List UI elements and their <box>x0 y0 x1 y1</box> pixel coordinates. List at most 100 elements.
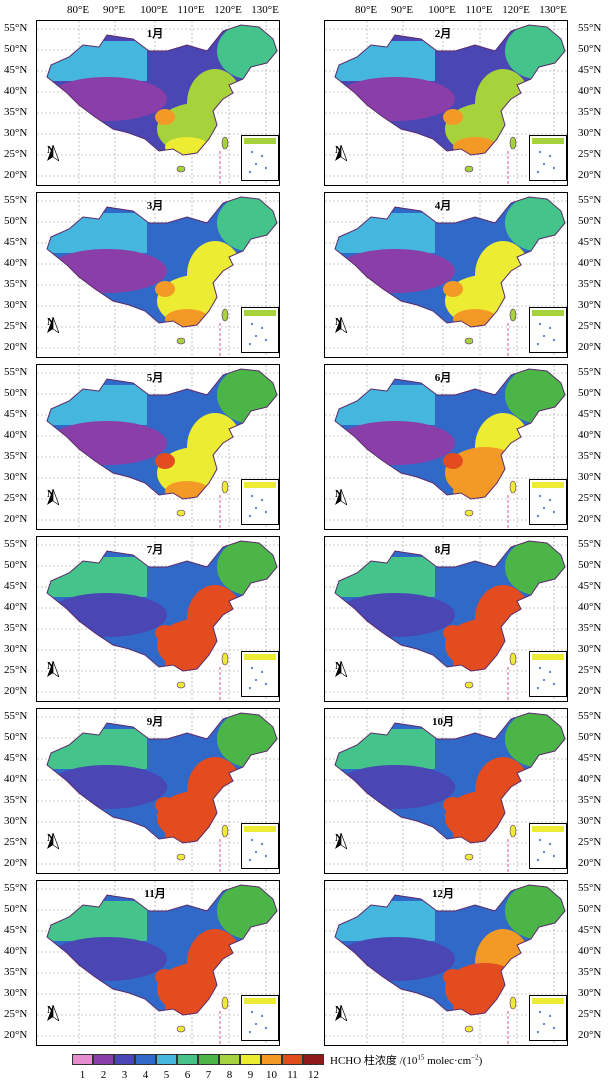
china-map <box>325 193 567 357</box>
longitude-label: 90°E <box>390 4 414 16</box>
south-china-sea-inset <box>241 651 279 697</box>
latitude-label: 20°N <box>578 1029 602 1041</box>
legend-tick-label: 2 <box>100 1069 107 1081</box>
legend-tick-label: 1 <box>79 1069 86 1081</box>
china-map <box>325 537 567 701</box>
month-label: 9月 <box>146 716 164 728</box>
china-map <box>37 537 279 701</box>
china-map <box>37 365 279 529</box>
south-china-sea-inset <box>529 135 567 181</box>
month-label: 8月 <box>434 544 452 556</box>
legend-swatch <box>114 1054 135 1065</box>
china-map <box>37 21 279 185</box>
north-arrow-icon: N <box>335 317 347 333</box>
north-arrow-icon: N <box>335 833 347 849</box>
latitude-label: 40°N <box>4 945 28 957</box>
latitude-label: 40°N <box>578 773 602 785</box>
south-china-sea-inset <box>529 479 567 525</box>
latitude-label: 50°N <box>578 731 602 743</box>
north-arrow-icon: N <box>335 1005 347 1021</box>
latitude-label: 25°N <box>578 664 602 676</box>
map-panel: 10月 N <box>324 708 568 874</box>
latitude-label: 55°N <box>4 710 28 722</box>
latitude-label: 35°N <box>4 278 28 290</box>
latitude-label: 30°N <box>578 299 602 311</box>
latitude-label: 20°N <box>578 341 602 353</box>
south-china-sea-inset <box>529 823 567 869</box>
map-panel: 5月 N <box>36 364 280 530</box>
latitude-label: 25°N <box>578 148 602 160</box>
month-label: 6月 <box>434 372 452 384</box>
china-map <box>37 193 279 357</box>
latitude-label: 20°N <box>4 685 28 697</box>
latitude-label: 45°N <box>578 64 602 76</box>
china-map <box>325 21 567 185</box>
china-map <box>325 881 567 1045</box>
legend-tick-label: 3 <box>121 1069 128 1081</box>
south-china-sea-inset <box>241 307 279 353</box>
longitude-label: 80°E <box>66 4 90 16</box>
latitude-label: 30°N <box>4 127 28 139</box>
latitude-label: 55°N <box>578 710 602 722</box>
legend-tick-label: 7 <box>205 1069 212 1081</box>
longitude-label: 130°E <box>539 4 567 16</box>
month-label: 11月 <box>144 888 166 900</box>
latitude-label: 55°N <box>4 22 28 34</box>
north-arrow-icon: N <box>47 1005 59 1021</box>
north-arrow-icon: N <box>335 661 347 677</box>
latitude-label: 55°N <box>578 538 602 550</box>
latitude-label: 30°N <box>578 127 602 139</box>
north-arrow-icon: N <box>335 145 347 161</box>
china-map <box>325 365 567 529</box>
latitude-label: 30°N <box>4 471 28 483</box>
latitude-label: 55°N <box>578 194 602 206</box>
latitude-label: 25°N <box>4 836 28 848</box>
longitude-label: 110°E <box>177 4 205 16</box>
latitude-label: 45°N <box>578 236 602 248</box>
north-arrow-icon: N <box>47 661 59 677</box>
month-label: 2月 <box>434 28 452 40</box>
latitude-label: 35°N <box>578 622 602 634</box>
latitude-label: 55°N <box>578 366 602 378</box>
legend-swatch <box>135 1054 156 1065</box>
latitude-label: 30°N <box>4 643 28 655</box>
latitude-label: 30°N <box>578 471 602 483</box>
map-panel: 2月 N <box>324 20 568 186</box>
legend-tick-label: 10 <box>266 1069 277 1081</box>
month-label: 12月 <box>432 888 454 900</box>
latitude-label: 25°N <box>4 664 28 676</box>
latitude-label: 40°N <box>4 257 28 269</box>
latitude-label: 40°N <box>578 429 602 441</box>
longitude-label: 120°E <box>214 4 242 16</box>
legend-swatch <box>72 1054 93 1065</box>
longitude-label: 100°E <box>428 4 456 16</box>
latitude-label: 20°N <box>4 1029 28 1041</box>
latitude-label: 35°N <box>578 794 602 806</box>
south-china-sea-inset <box>529 307 567 353</box>
legend-swatch <box>93 1054 114 1065</box>
latitude-label: 30°N <box>578 987 602 999</box>
latitude-label: 50°N <box>578 387 602 399</box>
legend-tick-label: 4 <box>142 1069 149 1081</box>
latitude-label: 20°N <box>578 857 602 869</box>
map-panel: 3月 N <box>36 192 280 358</box>
map-panel: 6月 N <box>324 364 568 530</box>
latitude-label: 45°N <box>4 924 28 936</box>
latitude-label: 30°N <box>578 643 602 655</box>
south-china-sea-inset <box>241 479 279 525</box>
latitude-label: 45°N <box>4 580 28 592</box>
latitude-label: 25°N <box>4 492 28 504</box>
legend: 1 2 3 4 5 6 7 8 9 10 11 12 HCHO 柱浓度 /(1015 molec·cm−… <box>72 1050 612 1086</box>
legend-tick-label: 5 <box>163 1069 170 1081</box>
latitude-label: 40°N <box>4 85 28 97</box>
latitude-label: 20°N <box>578 169 602 181</box>
map-panel: 7月 N <box>36 536 280 702</box>
latitude-label: 20°N <box>4 513 28 525</box>
latitude-label: 35°N <box>4 106 28 118</box>
latitude-label: 40°N <box>4 429 28 441</box>
latitude-label: 50°N <box>578 559 602 571</box>
longitude-label: 90°E <box>102 4 126 16</box>
latitude-label: 50°N <box>578 43 602 55</box>
latitude-label: 35°N <box>4 966 28 978</box>
latitude-label: 55°N <box>4 538 28 550</box>
